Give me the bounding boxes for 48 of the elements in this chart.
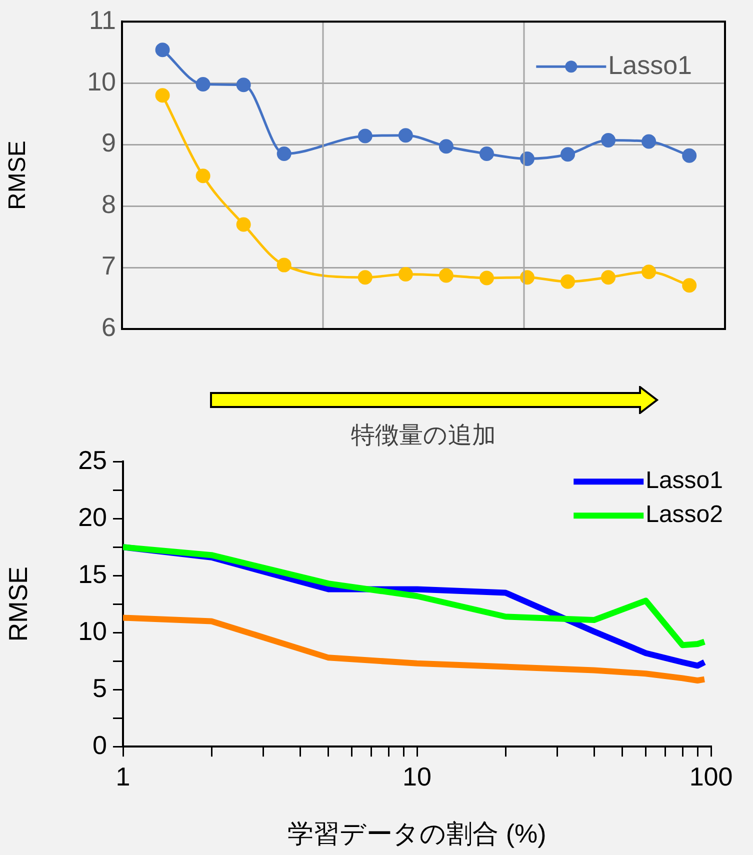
point bbox=[196, 168, 210, 184]
point bbox=[520, 151, 534, 166]
y-axis-title: RMSE bbox=[4, 140, 32, 210]
point bbox=[155, 88, 170, 103]
point bbox=[196, 77, 210, 92]
y-tick-label: 11 bbox=[89, 4, 116, 35]
y-tick-label: 10 bbox=[87, 66, 116, 96]
point bbox=[642, 264, 656, 280]
legend-label: Lasso1 bbox=[608, 50, 692, 80]
point bbox=[438, 139, 454, 154]
point bbox=[398, 267, 413, 282]
y-tick-label: 20 bbox=[78, 502, 107, 532]
y-tick-label: 15 bbox=[78, 558, 107, 589]
x-tick-label: 100 bbox=[689, 761, 733, 792]
legend-label: Lasso2 bbox=[646, 501, 723, 528]
point bbox=[601, 270, 616, 285]
y-tick-label: 5 bbox=[92, 672, 107, 703]
point bbox=[479, 146, 494, 162]
point bbox=[682, 148, 697, 163]
y-tick-label: 10 bbox=[78, 616, 107, 646]
point bbox=[438, 268, 454, 283]
x-tick-label: 1 bbox=[116, 761, 130, 792]
y-tick-label: 25 bbox=[78, 444, 107, 475]
y-tick-label: 9 bbox=[102, 128, 116, 158]
point bbox=[560, 274, 576, 289]
y-axis-title: RMSE bbox=[2, 566, 33, 642]
point bbox=[276, 258, 292, 272]
y-tick-label: 7 bbox=[102, 250, 116, 281]
legend-label: Lasso1 bbox=[646, 467, 723, 494]
point bbox=[236, 217, 251, 232]
x-axis-title: 特徴量の追加 bbox=[351, 422, 496, 450]
y-tick-label: 8 bbox=[102, 189, 116, 220]
point bbox=[642, 134, 656, 149]
point bbox=[682, 278, 697, 293]
point bbox=[155, 42, 170, 58]
point bbox=[358, 270, 372, 285]
y-tick-label: 6 bbox=[102, 312, 116, 342]
point bbox=[398, 128, 413, 143]
x-tick-label: 10 bbox=[402, 761, 432, 792]
point bbox=[479, 270, 494, 286]
point bbox=[358, 128, 372, 144]
y-tick-label: 0 bbox=[92, 730, 107, 760]
point bbox=[520, 270, 534, 285]
x-axis-title: 学習データの割合 (%) bbox=[288, 818, 546, 849]
point bbox=[276, 146, 292, 162]
point bbox=[560, 147, 576, 162]
point bbox=[236, 78, 251, 92]
point bbox=[601, 133, 616, 148]
